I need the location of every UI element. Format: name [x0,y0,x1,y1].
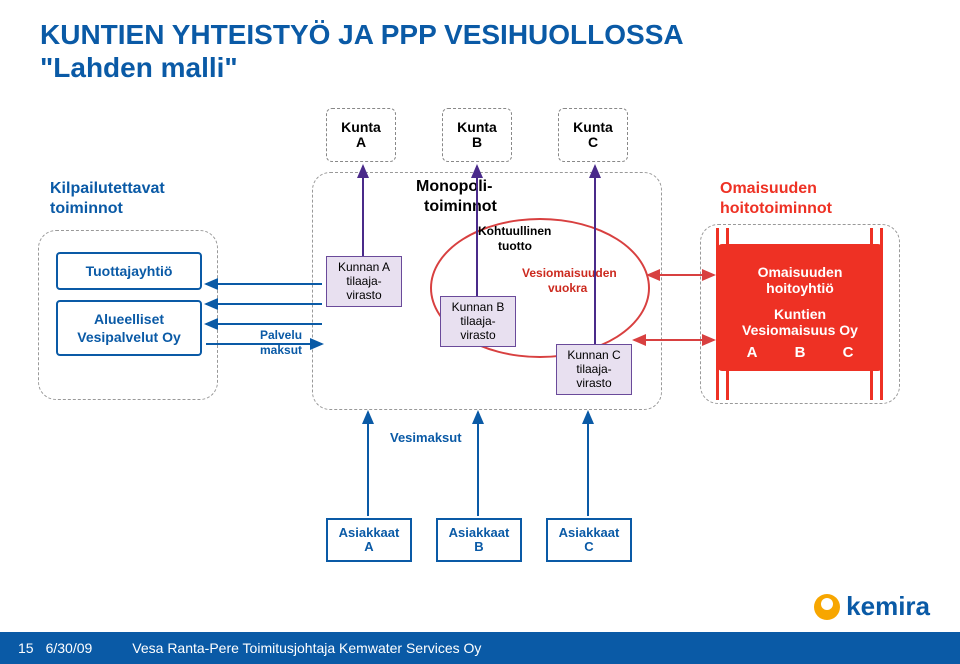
kunta-a-label: Kunta [341,120,381,135]
left-header-1: Kilpailutettavat [50,180,165,198]
hoito-l4: Vesiomaisuus Oy [728,322,872,338]
left-header-2: toiminnot [50,200,123,218]
tilaaja-b-l3: virasto [445,329,511,343]
hoito-l2: hoitoyhtiö [728,280,872,296]
tilaaja-a-l2: tilaaja- [331,275,397,289]
asiakkaat-b-l1: Asiakkaat [449,526,510,540]
tilaaja-b-l2: tilaaja- [445,315,511,329]
abc-b: B [795,344,806,361]
tilaaja-c-l2: tilaaja- [561,363,627,377]
kemira-logo: kemira [814,591,930,622]
vesimaksut-label: Vesimaksut [390,430,462,445]
palvelu-label-2: maksut [260,343,302,357]
asiakkaat-a-box: Asiakkaat A [326,518,412,562]
asiakkaat-b-box: Asiakkaat B [436,518,522,562]
abc-a: A [747,344,758,361]
tilaaja-c-l1: Kunnan C [561,349,627,363]
right-header-2: hoitotoiminnot [720,200,832,218]
tilaaja-a-l1: Kunnan A [331,261,397,275]
footer-date: 6/30/09 [46,640,93,656]
hoito-l1: Omaisuuden [728,264,872,280]
tilaaja-c-l3: virasto [561,377,627,391]
tuottajayhtio-box: Tuottajayhtiö [56,252,202,290]
page-title-line2: "Lahden malli" [40,52,238,84]
asiakkaat-a-l2: A [364,540,373,554]
asiakkaat-a-l1: Asiakkaat [339,526,400,540]
asiakkaat-c-l1: Asiakkaat [559,526,620,540]
tilaaja-a-l3: virasto [331,289,397,303]
alueelliset-box: Alueelliset Vesipalvelut Oy [56,300,202,356]
hoito-l3: Kuntien [728,306,872,322]
kunta-a-letter: A [356,135,366,150]
footer-bar: 15 6/30/09 Vesa Ranta-Pere Toimitusjohta… [0,632,960,664]
alueelliset-l2: Vesipalvelut Oy [64,328,194,346]
right-header-1: Omaisuuden [720,180,817,198]
vesiomaisuuden-1: Vesiomaisuuden [522,266,617,280]
kunta-b-box: Kunta B [442,108,512,162]
alueelliset-l1: Alueelliset [64,310,194,328]
kohtuullinen-1: Kohtuullinen [478,224,551,238]
hoitoyhtio-box: Omaisuuden hoitoyhtiö Kuntien Vesiomaisu… [718,244,882,371]
abc-c: C [843,344,854,361]
vesiomaisuuden-2: vuokra [548,281,587,295]
kohtuullinen-2: tuotto [498,239,532,253]
tilaaja-c-box: Kunnan C tilaaja- virasto [556,344,632,395]
kunta-c-label: Kunta [573,120,613,135]
kunta-a-box: Kunta A [326,108,396,162]
kunta-c-box: Kunta C [558,108,628,162]
asiakkaat-c-box: Asiakkaat C [546,518,632,562]
logo-text: kemira [846,591,930,622]
page-title-line1: KUNTIEN YHTEISTYÖ JA PPP VESIHUOLLOSSA [40,18,684,52]
kunta-c-letter: C [588,135,598,150]
tilaaja-b-box: Kunnan B tilaaja- virasto [440,296,516,347]
tilaaja-a-box: Kunnan A tilaaja- virasto [326,256,402,307]
footer-page: 15 [18,640,34,656]
tilaaja-b-l1: Kunnan B [445,301,511,315]
logo-mark-icon [814,594,840,620]
asiakkaat-b-l2: B [474,540,483,554]
tuottajayhtio-label: Tuottajayhtiö [86,263,173,279]
asiakkaat-c-l2: C [584,540,593,554]
kunta-b-letter: B [472,135,482,150]
palvelu-label-1: Palvelu [260,328,302,342]
kunta-b-label: Kunta [457,120,497,135]
footer-text: Vesa Ranta-Pere Toimitusjohtaja Kemwater… [132,640,481,656]
